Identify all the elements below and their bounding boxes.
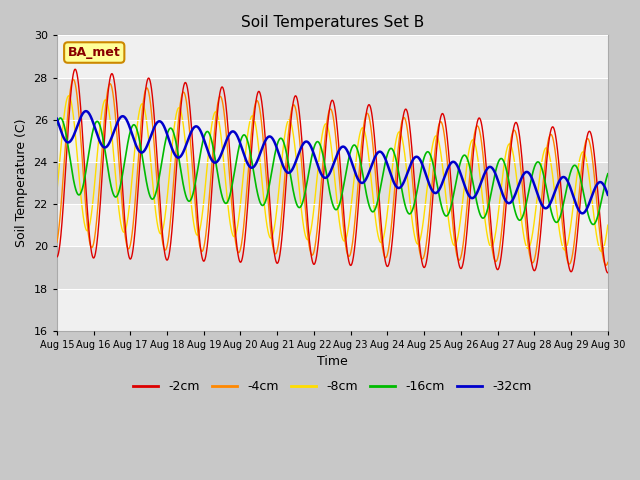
Bar — [57, 36, 608, 78]
Title: Soil Temperatures Set B: Soil Temperatures Set B — [241, 15, 424, 30]
Text: BA_met: BA_met — [68, 46, 120, 59]
Bar — [57, 246, 608, 288]
Bar — [57, 204, 608, 246]
Legend: -2cm, -4cm, -8cm, -16cm, -32cm: -2cm, -4cm, -8cm, -16cm, -32cm — [128, 375, 536, 398]
Bar — [57, 162, 608, 204]
Bar — [57, 288, 608, 331]
Y-axis label: Soil Temperature (C): Soil Temperature (C) — [15, 119, 28, 247]
Bar — [57, 120, 608, 162]
X-axis label: Time: Time — [317, 355, 348, 369]
Bar — [57, 78, 608, 120]
